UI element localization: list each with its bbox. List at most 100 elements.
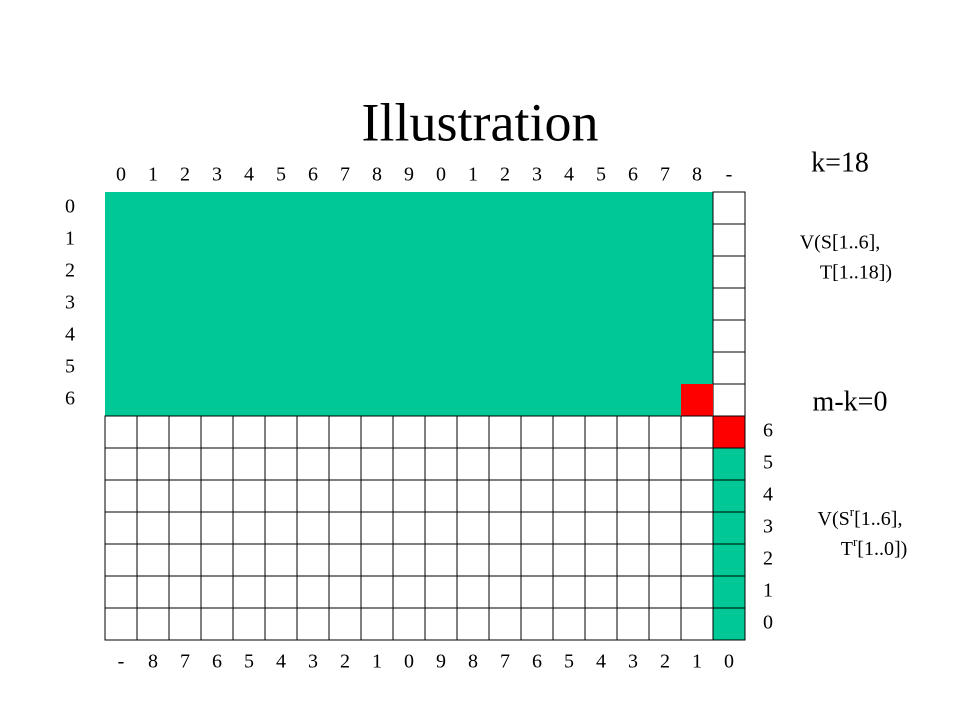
bottom-label: 1	[692, 651, 702, 673]
bottom-label: 6	[532, 651, 542, 673]
bottom-label: 5	[564, 651, 574, 673]
top-label: 4	[564, 164, 574, 186]
cell	[392, 415, 426, 449]
cell	[712, 351, 746, 385]
cell	[648, 447, 682, 481]
title: Illustration	[362, 92, 599, 152]
cell	[552, 447, 586, 481]
cell	[328, 447, 362, 481]
cell	[488, 447, 522, 481]
cell	[456, 479, 490, 513]
mk-label: m-k=0	[813, 386, 888, 417]
cell	[712, 383, 746, 417]
cell	[232, 511, 266, 545]
cell	[552, 543, 586, 577]
cell	[328, 575, 362, 609]
cell	[424, 415, 458, 449]
cell	[296, 447, 330, 481]
cell	[456, 511, 490, 545]
top-label: 1	[468, 164, 478, 186]
right-label: 6	[763, 420, 773, 442]
cell	[680, 543, 714, 577]
cell	[168, 607, 202, 641]
cell	[360, 447, 394, 481]
cell	[488, 479, 522, 513]
cell	[648, 479, 682, 513]
cell	[712, 479, 746, 513]
lower-note: V(Sr[1..6],	[818, 504, 903, 530]
note-part: [1..0])	[857, 538, 907, 560]
cell	[552, 511, 586, 545]
bottom-label: 4	[276, 651, 286, 673]
left-label: 3	[65, 292, 75, 314]
cell	[456, 575, 490, 609]
bottom-label: 8	[148, 651, 158, 673]
cell	[712, 191, 746, 225]
bottom-label: 7	[500, 651, 510, 673]
right-label: 5	[763, 452, 773, 474]
bottom-label: 1	[372, 651, 382, 673]
cell	[104, 575, 138, 609]
top-label: 0	[436, 164, 446, 186]
cell	[712, 575, 746, 609]
cell	[104, 479, 138, 513]
cell	[392, 607, 426, 641]
cell	[104, 415, 138, 449]
cell	[520, 447, 554, 481]
upper-note: V(S[1..6],	[800, 232, 881, 254]
cell	[488, 415, 522, 449]
left-label: 0	[65, 196, 75, 218]
cell	[104, 511, 138, 545]
cell	[200, 447, 234, 481]
top-label: 2	[500, 164, 510, 186]
cell	[392, 543, 426, 577]
cell	[520, 415, 554, 449]
cell	[168, 447, 202, 481]
cell	[456, 447, 490, 481]
upper-note: T[1..18])	[820, 262, 892, 284]
cell	[328, 415, 362, 449]
cell	[200, 479, 234, 513]
cell	[168, 479, 202, 513]
cell	[232, 607, 266, 641]
bottom-label: 0	[404, 651, 414, 673]
cell	[680, 607, 714, 641]
cell	[296, 415, 330, 449]
cell	[488, 511, 522, 545]
cell	[136, 607, 170, 641]
cell	[392, 447, 426, 481]
cell	[616, 575, 650, 609]
cell	[584, 447, 618, 481]
cell	[264, 607, 298, 641]
cell	[392, 575, 426, 609]
left-label: 6	[65, 388, 75, 410]
cell	[712, 255, 746, 289]
cell	[424, 543, 458, 577]
bottom-label: 8	[468, 651, 478, 673]
cell	[712, 223, 746, 257]
cell	[648, 543, 682, 577]
top-label: 8	[692, 164, 702, 186]
cell	[264, 575, 298, 609]
cell	[616, 511, 650, 545]
cell	[680, 511, 714, 545]
cell	[328, 607, 362, 641]
cell	[360, 575, 394, 609]
cell	[264, 479, 298, 513]
lower-note: Tr[1..0])	[841, 534, 908, 560]
cell	[488, 543, 522, 577]
cell	[488, 607, 522, 641]
cell	[360, 543, 394, 577]
right-label: 2	[763, 548, 773, 570]
cell	[392, 479, 426, 513]
cell	[648, 575, 682, 609]
cell	[520, 511, 554, 545]
cell	[616, 447, 650, 481]
cell	[264, 511, 298, 545]
cell	[168, 575, 202, 609]
cell-red	[681, 384, 713, 416]
cell	[680, 479, 714, 513]
bottom-label: 9	[436, 651, 446, 673]
cell	[424, 575, 458, 609]
left-label: 2	[65, 260, 75, 282]
